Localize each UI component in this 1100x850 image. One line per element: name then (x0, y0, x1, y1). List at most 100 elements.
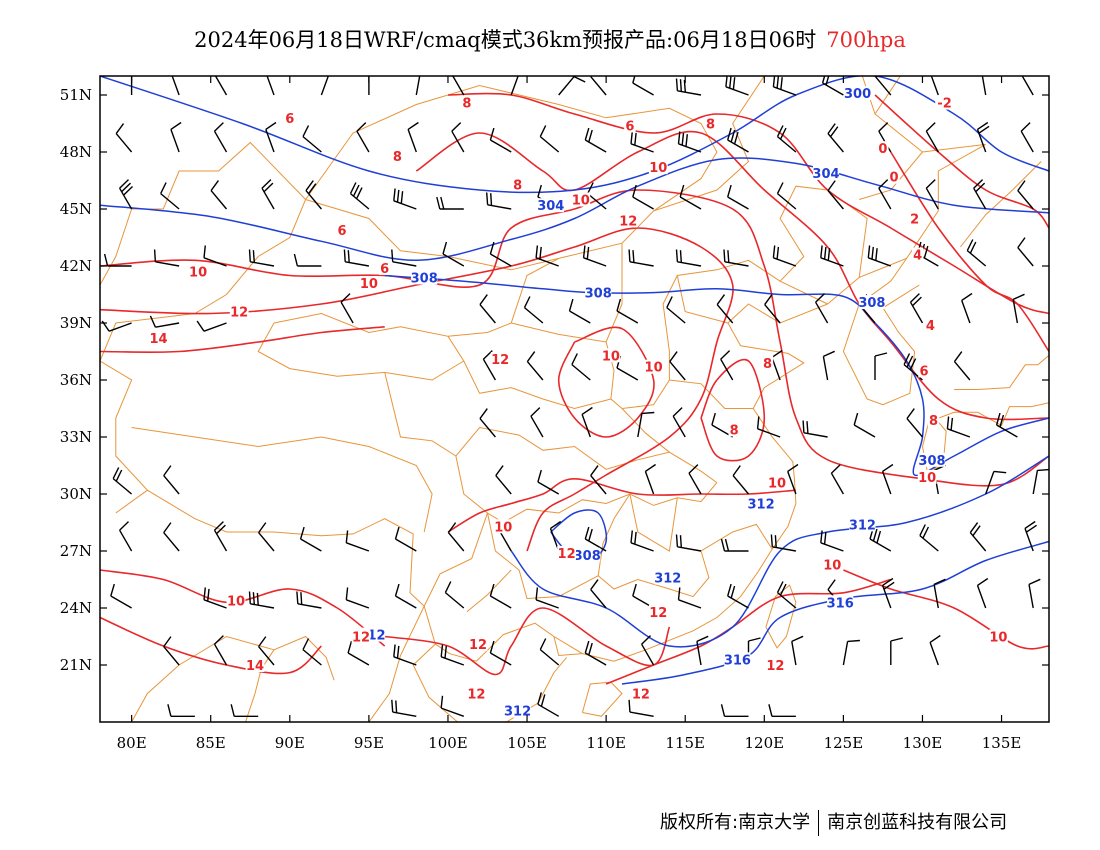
temperature-label: 10 (989, 631, 1007, 646)
temperature-label-bg (351, 629, 371, 644)
border-line (581, 681, 623, 717)
temperature-label: 6 (919, 365, 928, 380)
wind-barb (878, 179, 892, 210)
border-line (384, 372, 718, 484)
wind-barb (213, 635, 228, 666)
temperature-contour (843, 569, 1049, 650)
wind-barb (258, 636, 275, 666)
wind-barb (444, 581, 465, 609)
temperature-label: 8 (706, 118, 715, 133)
wind-barb (489, 640, 512, 666)
temperature-label-bg (336, 222, 348, 237)
wind-barb (415, 76, 421, 96)
wind-barb (535, 245, 559, 267)
lon-tick-label: 115E (665, 734, 705, 752)
wind-barb (210, 180, 228, 210)
wind-barb (981, 76, 987, 96)
copyright-footer: 版权所有:南京大学 南京创蓝科技有限公司 (660, 808, 1007, 836)
wind-barbs (101, 76, 1049, 717)
border-line (487, 512, 773, 600)
wind-barb (630, 131, 654, 153)
temperature-label: 0 (889, 171, 898, 186)
temperature-label: 6 (625, 119, 634, 134)
wind-barb (725, 76, 749, 96)
wind-barb (587, 182, 607, 210)
wind-barb (628, 699, 654, 717)
border-line (257, 312, 465, 381)
height-label-bg (504, 703, 531, 718)
wind-barb (368, 76, 370, 95)
wind-barb (985, 470, 1007, 495)
lon-tick-label: 80E (117, 734, 147, 752)
wind-barb (393, 188, 417, 210)
axis-ticks: 80E 85E 90E 95E 100E 105E 110E 115E 120E 125E 130E… (60, 76, 1049, 752)
wind-barb (340, 293, 354, 324)
temperature-contour (100, 227, 734, 552)
temperature-contour (874, 94, 1049, 229)
wind-barb (1024, 520, 1037, 552)
wind-barb (571, 353, 591, 381)
border-line (954, 354, 1049, 390)
wind-barb (590, 76, 607, 96)
height-label: 308 (858, 296, 885, 311)
border-line (779, 185, 868, 282)
wind-barb (720, 704, 749, 717)
temperature-label: 12 (619, 214, 637, 229)
temperature-label-bg (927, 412, 940, 427)
wind-barb (153, 249, 180, 267)
wind-barb (530, 407, 544, 438)
lat-tick-label: 45N (60, 200, 92, 218)
temperature-label-bg (511, 177, 524, 192)
height-label-bg (724, 652, 751, 667)
map-frame (99, 75, 1050, 723)
wind-barb (688, 464, 702, 495)
temperature-label-bg (571, 192, 591, 207)
wind-barb (266, 76, 275, 96)
temperature-label: 10 (768, 477, 786, 492)
border-line (447, 257, 559, 337)
lon-tick-label: 85E (196, 734, 226, 752)
temperature-label-bg (648, 604, 668, 619)
lat-tick-label: 39N (60, 314, 92, 332)
height-label: 312 (654, 572, 681, 587)
wind-barb (630, 530, 654, 552)
wind-barb (679, 184, 702, 210)
wind-barb (584, 127, 607, 153)
wind-barb (345, 530, 370, 552)
wind-barb (407, 121, 419, 153)
temperature-label: 0 (878, 142, 887, 157)
wind-barb (716, 294, 734, 324)
height-label-bg (585, 285, 612, 300)
temperature-label-bg (188, 264, 208, 279)
temperature-label-bg (767, 475, 787, 490)
wind-barb (196, 320, 227, 332)
temperature-label-bg (493, 519, 513, 534)
wind-barb (393, 644, 417, 666)
wind-barb (103, 253, 132, 267)
temperature-label-bg (644, 359, 663, 374)
wind-barb (110, 583, 132, 609)
border-line (131, 635, 275, 722)
border-line (765, 584, 797, 649)
map-title: 2024年06月18日WRF/cmaq模式36km预报产品:06月18日06时 7… (0, 24, 1100, 54)
wind-barb (299, 526, 322, 552)
wind-barb (776, 581, 797, 609)
wind-barb (644, 463, 656, 495)
wind-barb (830, 464, 845, 495)
temperature-label: 8 (730, 423, 739, 438)
wind-barb (853, 412, 876, 438)
wind-barb (672, 407, 686, 438)
temperature-label-bg (989, 629, 1008, 644)
wind-barb (966, 239, 987, 267)
temperature-contour (557, 326, 655, 438)
height-label-bg (411, 270, 438, 285)
temperature-label: 8 (393, 150, 402, 165)
height-label: 304 (537, 199, 564, 214)
wind-barb (820, 530, 844, 552)
wind-barb (919, 524, 939, 552)
wind-barb (248, 591, 275, 609)
wind-barb (764, 294, 781, 324)
temperature-label-bg (149, 331, 168, 346)
border-line (466, 569, 512, 613)
